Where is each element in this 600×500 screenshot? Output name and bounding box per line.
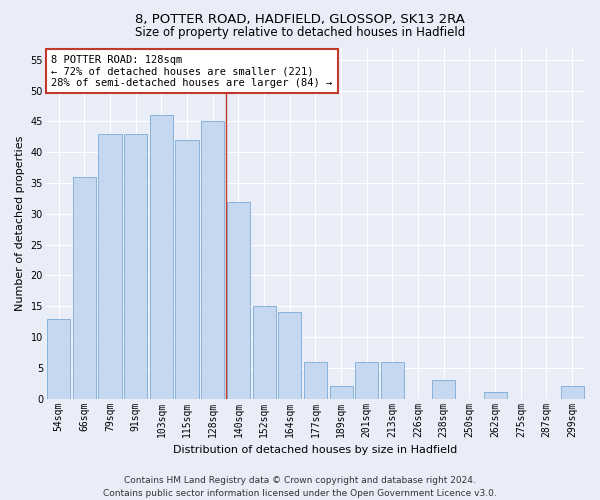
Bar [432, 380, 455, 398]
Bar [227, 202, 250, 398]
Bar [47, 318, 70, 398]
Text: Size of property relative to detached houses in Hadfield: Size of property relative to detached ho… [135, 26, 465, 39]
X-axis label: Distribution of detached houses by size in Hadfield: Distribution of detached houses by size … [173, 445, 458, 455]
Text: 8 POTTER ROAD: 128sqm
← 72% of detached houses are smaller (221)
28% of semi-det: 8 POTTER ROAD: 128sqm ← 72% of detached … [51, 54, 332, 88]
Text: Contains HM Land Registry data © Crown copyright and database right 2024.
Contai: Contains HM Land Registry data © Crown c… [103, 476, 497, 498]
Bar [329, 386, 353, 398]
Bar [253, 306, 275, 398]
Bar [560, 386, 584, 398]
Bar [175, 140, 199, 398]
Text: 8, POTTER ROAD, HADFIELD, GLOSSOP, SK13 2RA: 8, POTTER ROAD, HADFIELD, GLOSSOP, SK13 … [135, 12, 465, 26]
Bar [381, 362, 404, 399]
Bar [201, 122, 224, 398]
Bar [304, 362, 327, 399]
Bar [278, 312, 301, 398]
Bar [98, 134, 122, 398]
Bar [484, 392, 506, 398]
Bar [73, 177, 96, 398]
Bar [355, 362, 379, 399]
Bar [150, 116, 173, 399]
Y-axis label: Number of detached properties: Number of detached properties [15, 136, 25, 311]
Bar [124, 134, 147, 398]
